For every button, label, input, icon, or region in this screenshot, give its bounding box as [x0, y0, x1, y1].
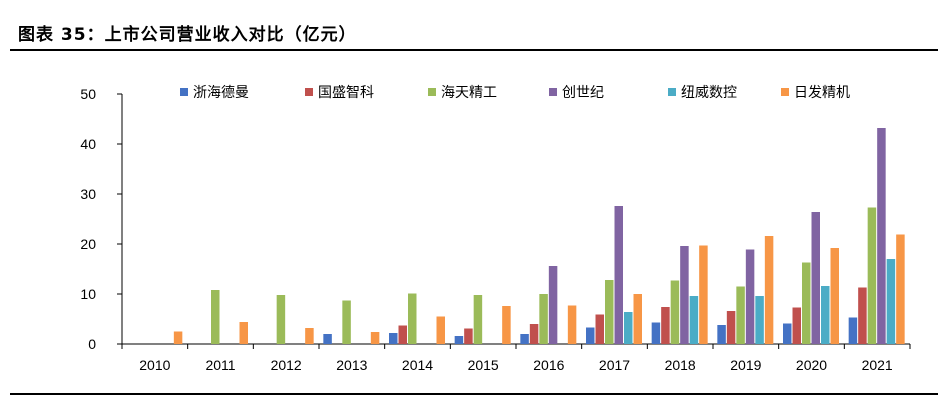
bar: [342, 300, 351, 344]
bar: [717, 325, 726, 344]
bar: [473, 295, 483, 344]
bar: [173, 331, 183, 344]
bar: [408, 293, 417, 344]
bar: [661, 307, 670, 344]
legend-label: 国盛智科: [318, 85, 374, 101]
legend-label: 创世纪: [562, 85, 604, 101]
bar: [614, 206, 623, 344]
x-tick-label: 2015: [468, 357, 499, 373]
bar: [323, 334, 332, 344]
bar: [539, 294, 548, 344]
bar: [211, 290, 220, 344]
legend-swatch: [668, 88, 676, 96]
x-tick-label: 2014: [402, 357, 433, 373]
x-tick-label: 2016: [533, 357, 564, 373]
legend-swatch: [428, 88, 436, 96]
bar: [811, 212, 820, 344]
bar: [848, 317, 858, 344]
bar: [567, 305, 577, 344]
bar: [867, 207, 877, 344]
bar: [454, 336, 464, 344]
bar: [239, 322, 248, 344]
footer-divider: [10, 393, 938, 395]
page-title: 图表 35：上市公司营业收入对比（亿元）: [18, 25, 357, 45]
y-tick-label: 0: [88, 336, 96, 352]
bar: [548, 266, 558, 344]
bar: [689, 296, 699, 344]
bar: [586, 327, 595, 344]
bar: [502, 306, 511, 344]
bar: [398, 325, 407, 344]
bar: [520, 334, 529, 344]
bar: [764, 236, 774, 344]
bar: [529, 324, 539, 344]
bar: [370, 332, 380, 344]
y-tick-label: 40: [80, 136, 96, 152]
y-tick-label: 30: [80, 186, 96, 202]
x-tick-label: 2020: [796, 357, 827, 373]
legend-swatch: [781, 88, 789, 96]
legend-swatch: [549, 88, 557, 96]
legend-swatch: [180, 88, 188, 96]
bar: [802, 262, 811, 344]
y-tick-label: 50: [80, 86, 96, 102]
bar: [792, 307, 801, 344]
bar: [755, 296, 764, 344]
x-tick-label: 2018: [665, 357, 696, 373]
x-tick-label: 2019: [730, 357, 761, 373]
bar: [464, 328, 473, 344]
legend-label: 海天精工: [441, 85, 497, 101]
bar: [736, 286, 745, 344]
bar: [830, 248, 839, 344]
bar: [896, 234, 905, 344]
bar: [305, 328, 314, 344]
y-tick-label: 10: [80, 286, 96, 302]
bar: [436, 316, 445, 344]
bar: [699, 245, 708, 344]
x-tick-label: 2013: [336, 357, 367, 373]
bar: [877, 128, 886, 344]
x-tick-label: 2010: [139, 357, 170, 373]
bar: [670, 280, 680, 344]
bar: [680, 246, 689, 344]
legend-label: 纽威数控: [681, 85, 737, 101]
bar: [858, 287, 867, 344]
legend-swatch: [305, 88, 313, 96]
bar: [821, 286, 830, 344]
bar: [726, 311, 736, 344]
legend-label: 日发精机: [794, 85, 850, 101]
bar: [389, 333, 398, 344]
legend-label: 浙海德曼: [193, 85, 249, 101]
bar: [595, 314, 604, 344]
bar: [745, 249, 755, 344]
bar: [633, 294, 642, 344]
x-tick-label: 2012: [271, 357, 302, 373]
x-tick-label: 2011: [205, 357, 235, 373]
y-tick-label: 20: [80, 236, 96, 252]
bar: [605, 280, 614, 344]
bar: [651, 322, 661, 344]
x-tick-label: 2017: [599, 357, 630, 373]
x-tick-label: 2021: [862, 357, 893, 373]
bar: [624, 312, 633, 344]
bar: [886, 259, 896, 344]
title-divider: [10, 49, 938, 51]
bar: [276, 295, 286, 344]
bar: [783, 323, 792, 344]
